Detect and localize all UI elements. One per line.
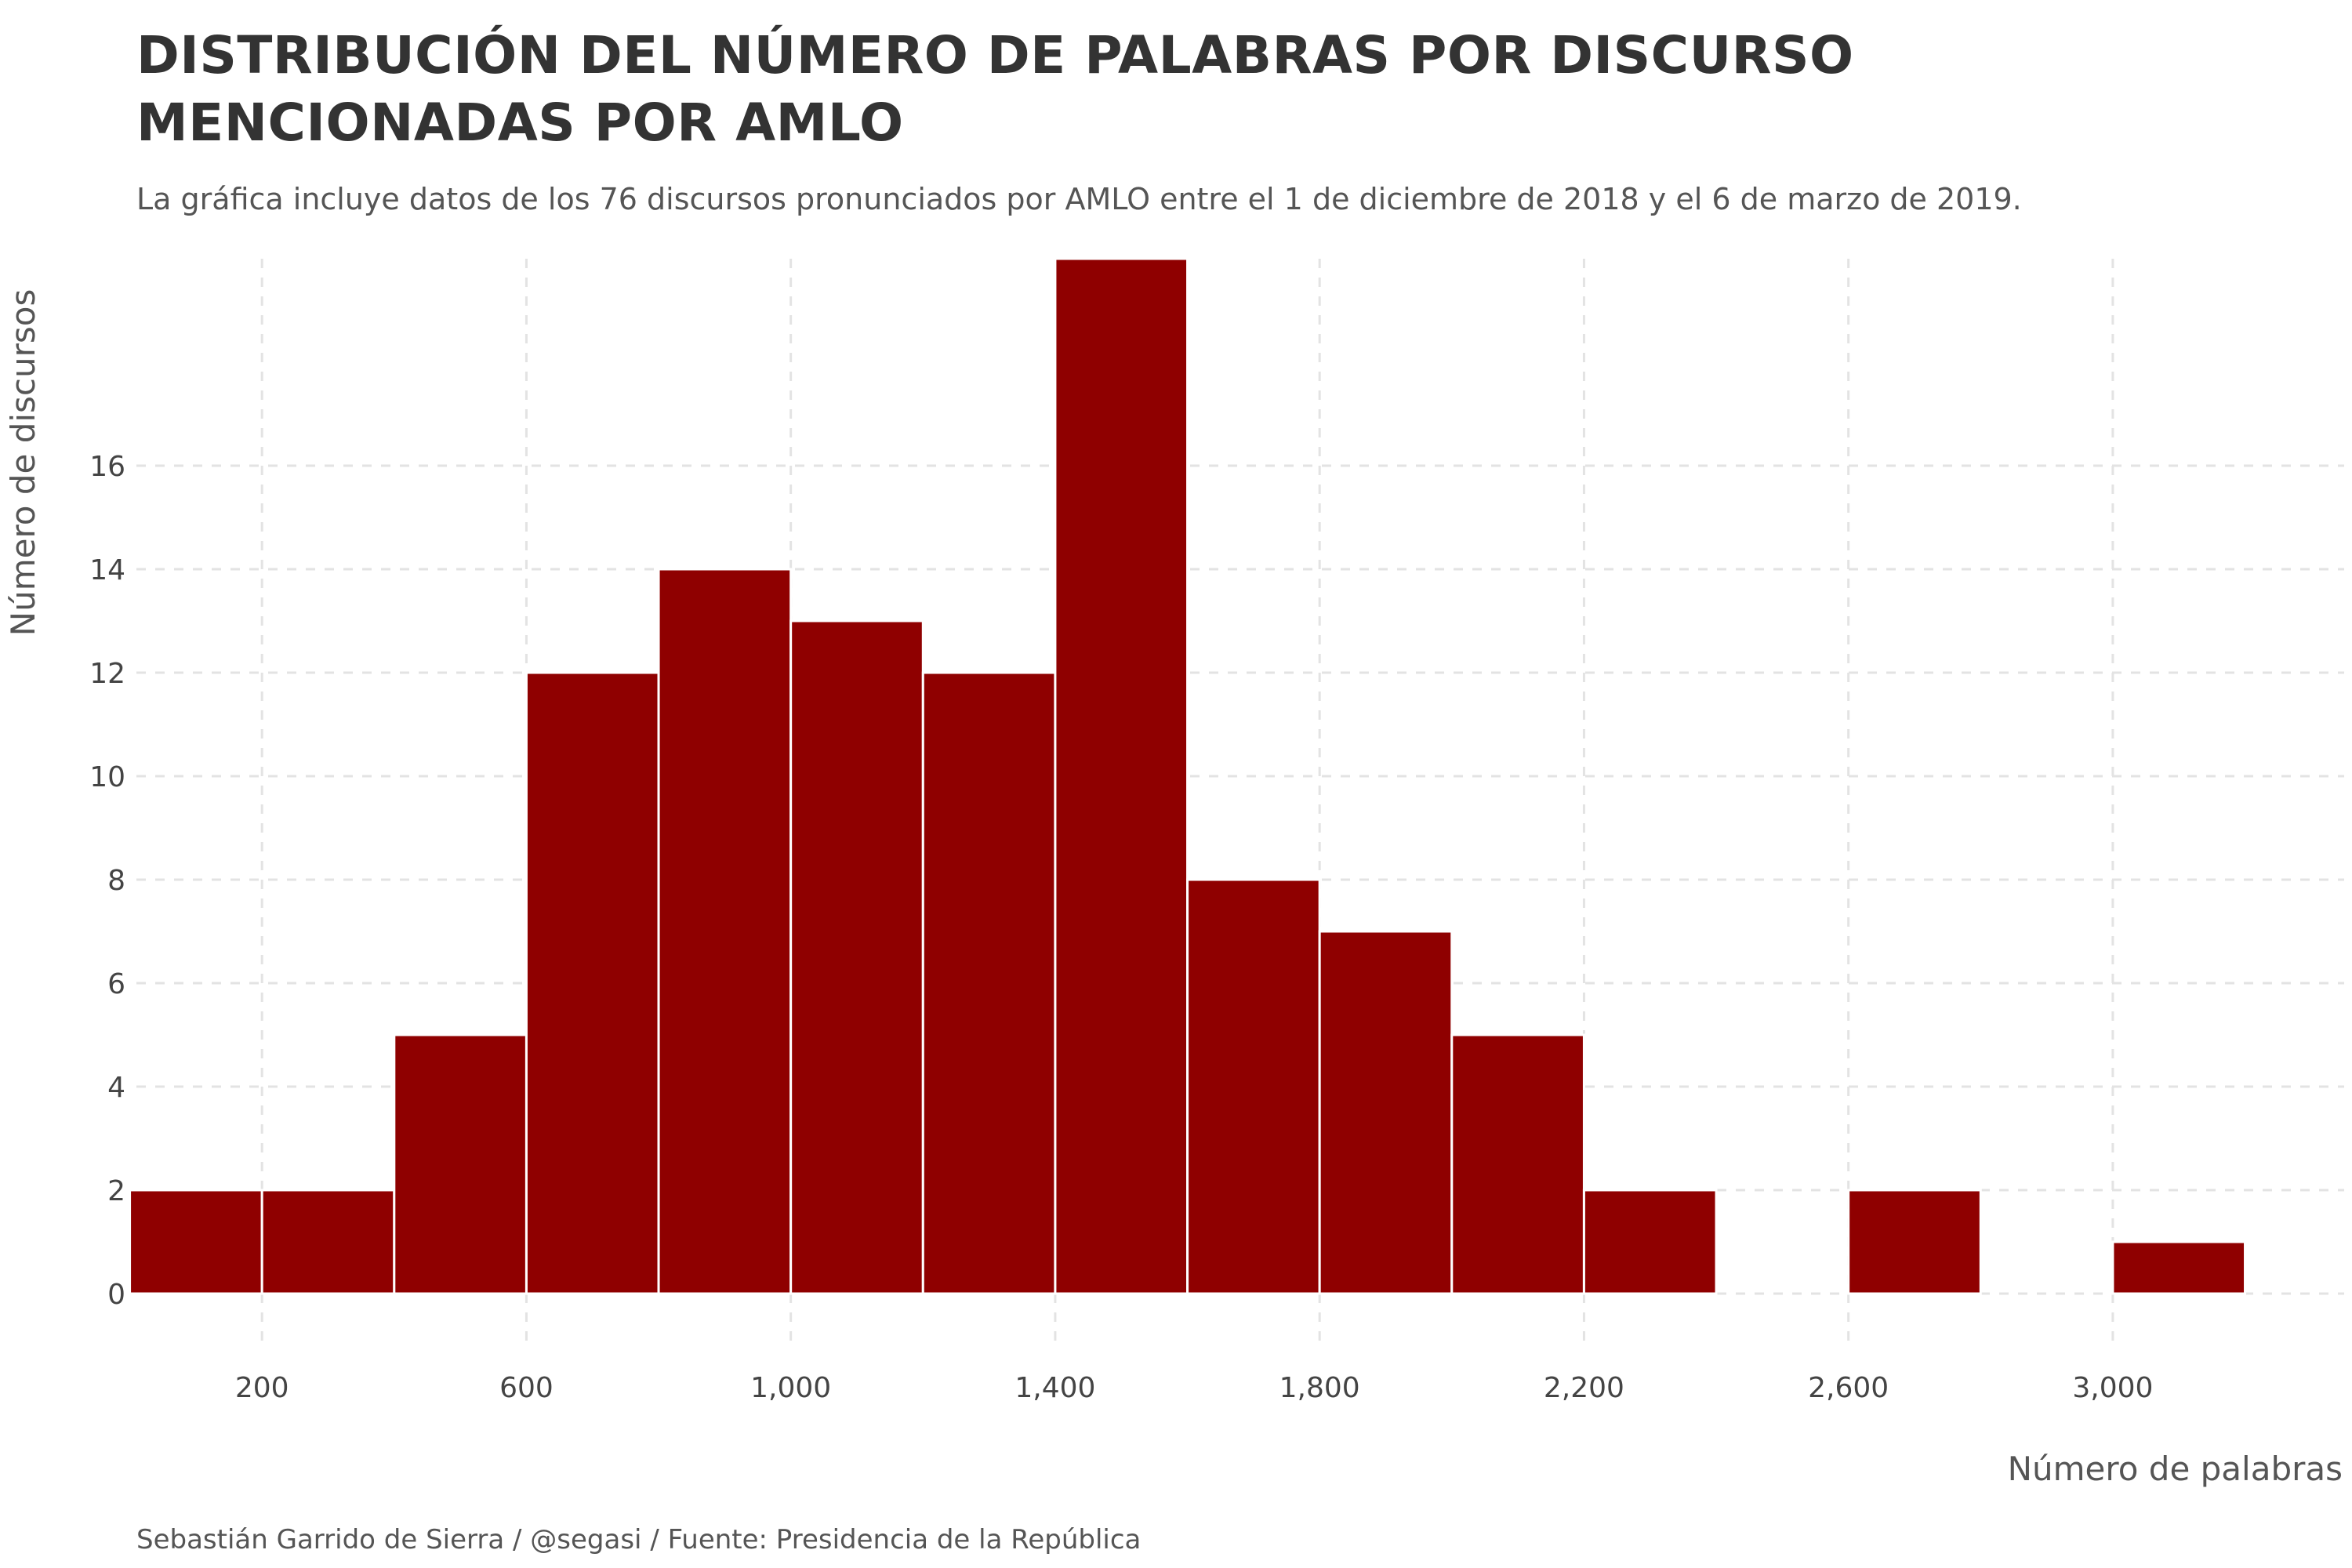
histogram-bar-1800-2000 bbox=[1318, 930, 1454, 1295]
x-tick-label: 200 bbox=[235, 1372, 289, 1404]
chart-caption: Sebastián Garrido de Sierra / @segasi / … bbox=[136, 1524, 1142, 1555]
histogram-bars bbox=[129, 257, 2247, 1295]
histogram-bar-800-1000 bbox=[657, 568, 793, 1295]
x-tick-label: 2,600 bbox=[1808, 1372, 1889, 1404]
histogram-bar-1000-1200 bbox=[789, 619, 924, 1295]
histogram-bar-200-400 bbox=[260, 1189, 396, 1295]
chart-title: DISTRIBUCIÓN DEL NÚMERO DE PALABRAS POR … bbox=[136, 25, 1854, 153]
histogram-bar-600-800 bbox=[524, 671, 660, 1295]
y-axis-ticks: 0 2 4 6 8 10 12 14 16 bbox=[89, 451, 125, 1311]
x-tick-label: 1,000 bbox=[750, 1372, 831, 1404]
y-tick-label: 16 bbox=[89, 451, 125, 483]
chart-subtitle: La gráfica incluye datos de los 76 discu… bbox=[136, 182, 2022, 216]
y-tick-label: 12 bbox=[89, 658, 125, 690]
y-tick-label: 8 bbox=[107, 865, 125, 897]
histogram-bar-2600-2800 bbox=[1847, 1189, 1982, 1295]
histogram-bar-0-200 bbox=[129, 1189, 263, 1295]
histogram-bar-2000-2200 bbox=[1450, 1033, 1585, 1295]
x-tick-label: 1,800 bbox=[1279, 1372, 1360, 1404]
x-axis-title: Número de palabras bbox=[2008, 1450, 2343, 1488]
x-tick-label: 1,400 bbox=[1014, 1372, 1095, 1404]
histogram-bar-1400-1600 bbox=[1054, 257, 1189, 1295]
y-tick-label: 2 bbox=[107, 1175, 125, 1207]
x-tick-label: 600 bbox=[499, 1372, 554, 1404]
histogram-bar-1200-1400 bbox=[921, 671, 1057, 1295]
x-tick-label: 3,000 bbox=[2072, 1372, 2153, 1404]
y-tick-label: 6 bbox=[107, 968, 125, 1000]
y-axis-title: Número de discursos bbox=[4, 289, 42, 637]
histogram-bar-400-600 bbox=[393, 1033, 528, 1295]
y-tick-label: 10 bbox=[89, 761, 125, 793]
x-tick-label: 2,200 bbox=[1544, 1372, 1624, 1404]
histogram-bar-2200-2400 bbox=[1582, 1189, 1718, 1295]
y-tick-label: 0 bbox=[107, 1279, 125, 1311]
y-tick-label: 4 bbox=[107, 1072, 125, 1104]
histogram-bar-3000-3200 bbox=[2111, 1240, 2247, 1295]
y-tick-label: 14 bbox=[89, 554, 125, 586]
histogram-bar-1600-1800 bbox=[1186, 878, 1321, 1295]
x-axis-ticks: 200 600 1,000 1,400 1,800 2,200 2,600 3,000 bbox=[235, 1372, 2154, 1404]
